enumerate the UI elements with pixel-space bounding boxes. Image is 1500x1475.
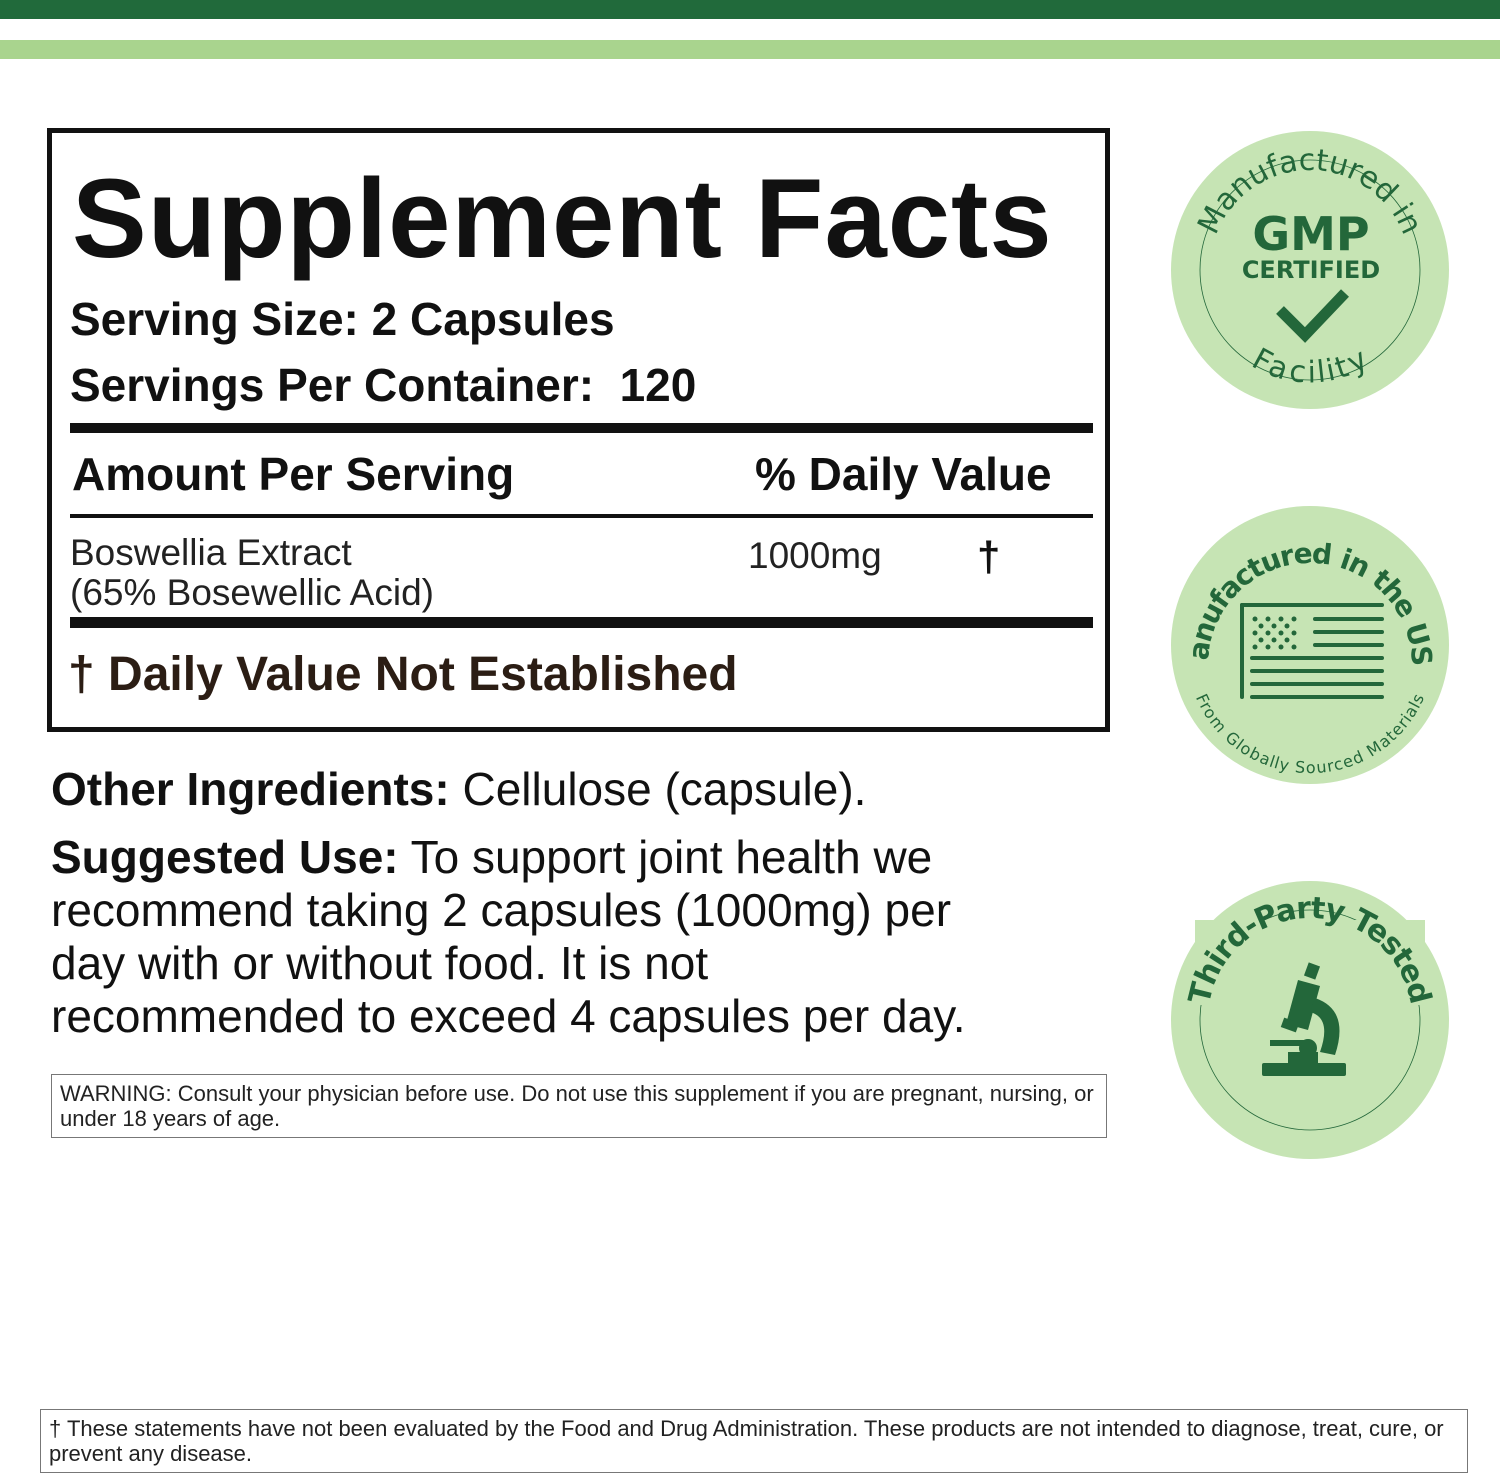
badge1-main: GMP [1252, 207, 1369, 261]
suggested-use: Suggested Use: To support joint health w… [51, 831, 1011, 1043]
badge1-sub: CERTIFIED [1242, 256, 1380, 284]
fda-disclaimer: † These statements have not been evaluat… [40, 1409, 1468, 1473]
ingredient-amount: 1000mg [748, 535, 882, 576]
other-ingredients: Other Ingredients: Cellulose (capsule). [51, 763, 1051, 816]
amount-per-serving-header: Amount Per Serving [72, 448, 515, 500]
ingredient-line2: (65% Bosewellic Acid) [70, 572, 434, 613]
suggested-use-label: Suggested Use: [51, 831, 399, 883]
warning-box: WARNING: Consult your physician before u… [51, 1074, 1107, 1138]
us-flag-icon [1240, 603, 1384, 699]
serving-size: Serving Size: 2 Capsules [70, 293, 615, 345]
dv-footnote: † Daily Value Not Established [68, 648, 738, 701]
third-party-tested-badge: Third-Party Tested [1171, 881, 1449, 1159]
daily-value-header: % Daily Value [755, 448, 1052, 500]
gmp-certified-badge: Manufactured in GMP CERTIFIED Facility [1171, 131, 1449, 409]
ingredient-line1: Boswellia Extract [70, 532, 352, 573]
other-ingredients-label: Other Ingredients: [51, 763, 450, 815]
microscope-icon [1262, 962, 1346, 1076]
facts-title: Supplement Facts [72, 156, 1053, 281]
thick-divider-2 [70, 617, 1093, 628]
servings-per-container: Servings Per Container: 120 [70, 359, 697, 411]
top-dark-stripe [0, 0, 1500, 19]
top-light-stripe [0, 40, 1500, 59]
thick-divider [70, 423, 1093, 433]
ingredient-name: Boswellia Extract (65% Bosewellic Acid) [70, 533, 434, 613]
thin-divider [70, 514, 1093, 518]
suggested-use-text: To support joint health we recommend tak… [51, 831, 966, 1042]
ingredient-dv: † [977, 533, 1001, 580]
other-ingredients-text: Cellulose (capsule). [449, 763, 867, 815]
checkmark-icon [1276, 289, 1349, 343]
supplement-facts-panel: Supplement Facts Serving Size: 2 Capsule… [47, 128, 1110, 732]
made-in-usa-badge: Manufactured in the USA From Globally So… [1170, 505, 1449, 784]
